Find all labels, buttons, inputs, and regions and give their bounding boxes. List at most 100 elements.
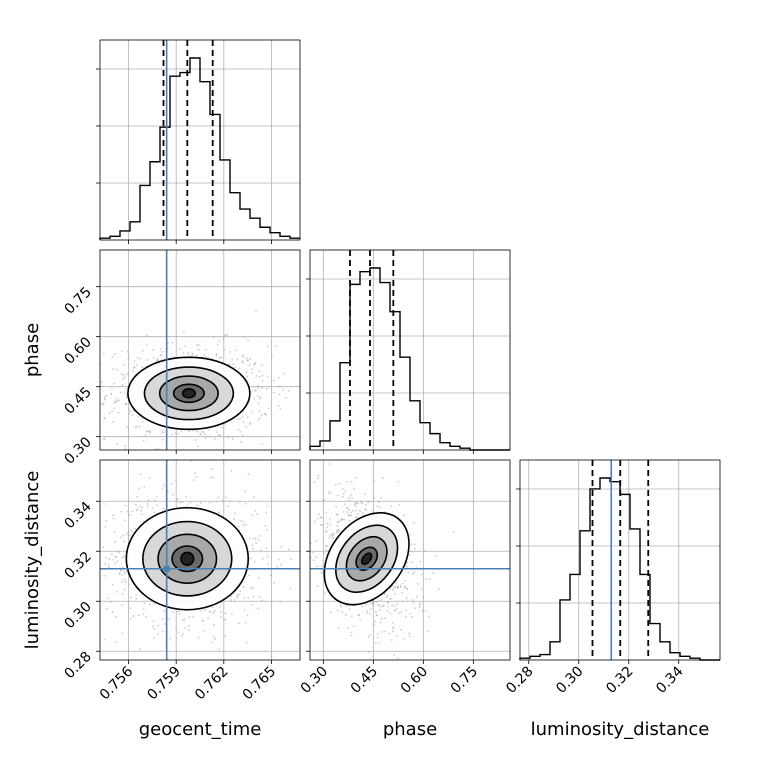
scatter-point [241,361,244,364]
scatter-point [138,487,141,490]
hist-bar [330,421,340,450]
scatter-point [421,609,424,612]
scatter-point [119,391,122,394]
scatter-point [328,463,331,465]
scatter-point [248,364,251,367]
scatter-point [115,397,117,400]
scatter-point [232,363,235,366]
scatter-point [388,632,391,635]
scatter-point [393,593,396,596]
scatter-point [392,630,394,632]
scatter-point [163,610,166,612]
scatter-point [114,562,117,565]
scatter-point [410,543,413,546]
scatter-point [260,599,263,602]
scatter-point [229,599,232,602]
scatter-point [351,497,353,499]
scatter-point [248,537,251,540]
x-tick-label: 0.45 [348,664,381,697]
scatter-point [115,556,118,558]
scatter-point [348,607,351,610]
scatter-point [197,636,200,639]
scatter-point [254,389,257,392]
scatter-point [419,602,422,605]
scatter-point [285,397,287,399]
scatter-point [261,374,264,377]
hist-bar [550,642,560,660]
scatter-point [245,641,248,644]
scatter-point [111,356,114,358]
scatter-point [395,581,398,584]
scatter-point [136,364,138,366]
scatter-point [118,571,121,574]
scatter-point [243,336,246,339]
scatter-point [116,443,119,445]
scatter-point [292,514,294,516]
scatter-point [230,612,233,615]
scatter-point [56,630,58,632]
scatter-point [127,531,130,534]
hist-bar [150,162,160,240]
scatter-point [424,610,427,612]
scatter-point [374,620,377,623]
scatter-point [160,432,163,434]
scatter-point [110,600,112,603]
scatter-point [348,509,351,511]
scatter-point [120,536,122,539]
scatter-point [320,516,323,519]
scatter-point [112,368,115,370]
scatter-point [145,430,148,433]
scatter-point [151,507,154,509]
scatter-point [93,410,95,412]
scatter-point [163,507,165,510]
scatter-point [126,426,128,429]
scatter-point [167,342,169,345]
scatter-point [241,434,244,437]
scatter-point [185,495,188,498]
scatter-point [114,400,117,403]
scatter-point [255,375,258,377]
scatter-point [219,606,221,608]
scatter-point [355,509,358,512]
scatter-point [350,615,353,618]
scatter-point [111,388,114,390]
scatter-point [337,521,340,524]
scatter-point [224,618,227,621]
scatter-point [219,434,222,436]
scatter-point [338,529,341,531]
x-axis-label-luminosity-distance: luminosity_distance [531,719,710,740]
scatter-point [207,356,210,359]
scatter-point [411,561,414,563]
panel-frame [309,249,511,451]
hist-bar [180,73,190,240]
scatter-point [199,433,201,435]
scatter-point [107,563,110,566]
scatter-point [102,402,105,405]
density-content [93,250,312,450]
scatter-point [183,331,185,334]
scatter-point [301,581,303,583]
scatter-point [413,548,416,551]
scatter-point [94,577,96,579]
scatter-point [315,539,318,542]
scatter-point [303,561,305,563]
hist-bar [350,284,360,450]
scatter-point [223,348,226,351]
scatter-point [369,634,372,637]
scatter-point [385,596,388,598]
scatter-point [344,614,347,616]
scatter-point [249,557,252,560]
scatter-point [100,385,103,388]
hist-bar [260,227,270,240]
scatter-point [354,505,357,507]
scatter-point [365,509,368,512]
scatter-point [123,445,126,448]
scatter-point [208,429,211,431]
scatter-point [279,407,282,410]
scatter-point [256,513,258,515]
scatter-point [396,602,399,605]
scatter-point [310,360,312,362]
x-tick-label: 0.60 [398,664,431,697]
scatter-point [203,433,206,436]
scatter-point [310,556,312,559]
